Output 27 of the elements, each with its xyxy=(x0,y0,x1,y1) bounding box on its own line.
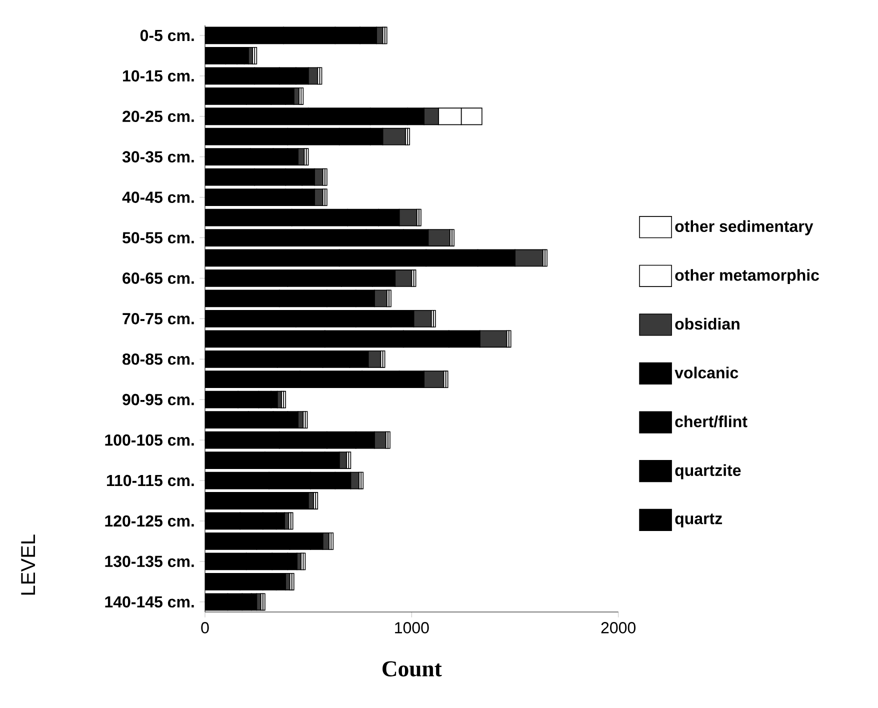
y-tick-label: 100-105 cm. xyxy=(105,434,194,446)
legend-label: volcanic xyxy=(674,366,738,378)
legend-label: other metamorphic xyxy=(675,269,820,284)
y-tick-label: 80-85 cm. xyxy=(122,353,194,365)
x-tick-label: 0 xyxy=(201,622,209,634)
legend-label: quartz xyxy=(675,514,722,528)
y-axis-title: LEVEL xyxy=(21,534,35,595)
y-tick-label: 60-65 cm. xyxy=(122,272,194,284)
legend-label: other sedimentary xyxy=(675,220,814,236)
y-tick-label: 110-115 cm. xyxy=(106,474,194,486)
x-tick-label: 2000 xyxy=(601,622,636,634)
y-tick-label: 40-45 cm. xyxy=(122,192,194,203)
y-tick-label: 30-35 cm. xyxy=(122,151,194,163)
legend-label: chert/flint xyxy=(675,415,748,428)
y-tick-label: 20-25 cm. xyxy=(122,110,194,122)
legend-label: obsidian xyxy=(675,318,740,330)
y-tick-label: 0-5 cm. xyxy=(140,30,194,42)
y-tick-label: 50-55 cm. xyxy=(122,232,194,244)
x-tick-label: 1000 xyxy=(395,622,429,634)
legend-label: quartzite xyxy=(675,464,741,480)
x-axis-title: Count xyxy=(382,661,442,676)
y-tick-label: 90-95 cm. xyxy=(122,394,194,406)
y-tick-label: 120-125 cm. xyxy=(105,515,194,527)
y-tick-label: 140-145 cm. xyxy=(105,596,194,608)
y-tick-label: 70-75 cm. xyxy=(122,313,194,324)
y-tick-label: 10-15 cm. xyxy=(123,70,194,82)
y-tick-label: 130-135 cm. xyxy=(105,556,194,568)
